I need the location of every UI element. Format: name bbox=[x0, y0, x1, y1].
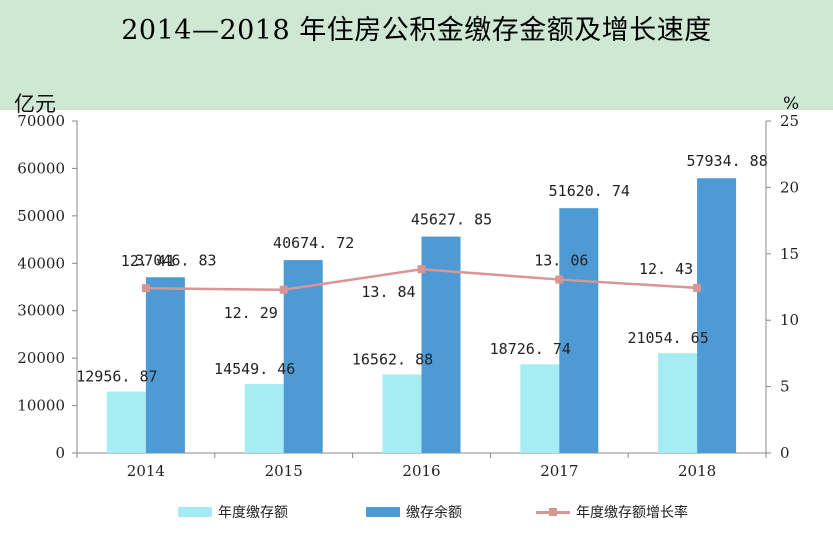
legend: 年度缴存额 缴存余额 年度缴存额增长率 bbox=[0, 500, 833, 524]
legend-item-growth-rate: 年度缴存额增长率 bbox=[536, 502, 688, 522]
title-band bbox=[0, 0, 833, 110]
bar-annual-deposit bbox=[106, 391, 146, 453]
left-axis-tick-label: 40000 bbox=[17, 254, 65, 272]
point-growth-rate bbox=[693, 283, 702, 292]
legend-swatch-growth-rate bbox=[536, 507, 570, 516]
right-axis-tick-label: 0 bbox=[780, 444, 790, 462]
data-label-growth-rate: 13. 06 bbox=[534, 252, 588, 270]
left-axis-tick-label: 60000 bbox=[17, 159, 65, 177]
bar-annual-deposit bbox=[520, 364, 560, 453]
legend-item-annual-deposit: 年度缴存额 bbox=[178, 502, 288, 522]
x-axis-tick-label: 2016 bbox=[402, 462, 440, 480]
legend-swatch-deposit-balance bbox=[366, 507, 400, 517]
left-axis-unit: 亿元 bbox=[14, 92, 56, 116]
left-axis-tick-label: 70000 bbox=[17, 112, 65, 130]
legend-label-growth-rate: 年度缴存额增长率 bbox=[576, 505, 688, 521]
bar-deposit-balance bbox=[559, 208, 599, 453]
x-axis-tick-label: 2018 bbox=[678, 462, 716, 480]
data-label-deposit-balance: 57934. 88 bbox=[686, 152, 767, 170]
data-label-growth-rate: 13. 84 bbox=[361, 283, 415, 301]
data-label-annual-deposit: 14549. 46 bbox=[214, 360, 295, 378]
right-axis-tick-label: 20 bbox=[780, 178, 799, 196]
point-growth-rate bbox=[141, 284, 150, 293]
right-axis-tick-label: 15 bbox=[780, 245, 799, 263]
x-axis-tick-label: 2015 bbox=[265, 462, 303, 480]
right-axis-tick-label: 10 bbox=[780, 311, 799, 329]
legend-label-deposit-balance: 缴存余额 bbox=[406, 505, 462, 521]
x-axis-tick-label: 2014 bbox=[127, 462, 165, 480]
right-axis-unit: % bbox=[783, 94, 800, 114]
legend-item-deposit-balance: 缴存余额 bbox=[366, 502, 462, 522]
data-label-growth-rate: 12. 43 bbox=[639, 260, 693, 278]
data-label-annual-deposit: 16562. 88 bbox=[352, 350, 433, 368]
bar-annual-deposit bbox=[658, 353, 698, 453]
chart-title: 2014—2018 年住房公积金缴存金额及增长速度 bbox=[121, 15, 712, 46]
legend-swatch-annual-deposit bbox=[178, 507, 212, 517]
x-axis-tick-label: 2017 bbox=[540, 462, 578, 480]
data-label-annual-deposit: 21054. 65 bbox=[627, 329, 708, 347]
bar-annual-deposit bbox=[244, 383, 284, 453]
right-axis-tick-label: 5 bbox=[780, 378, 790, 396]
bar-deposit-balance bbox=[697, 178, 737, 453]
legend-label-annual-deposit: 年度缴存额 bbox=[218, 505, 288, 521]
data-label-deposit-balance: 37046. 83 bbox=[135, 251, 216, 269]
left-axis-tick-label: 0 bbox=[55, 444, 65, 462]
point-growth-rate bbox=[279, 285, 288, 294]
data-label-deposit-balance: 51620. 74 bbox=[549, 182, 630, 200]
right-axis-tick-label: 25 bbox=[780, 112, 799, 130]
left-axis-tick-label: 50000 bbox=[17, 207, 65, 225]
bar-deposit-balance bbox=[145, 277, 185, 453]
bar-deposit-balance bbox=[283, 260, 323, 453]
data-label-deposit-balance: 45627. 85 bbox=[411, 211, 492, 229]
point-growth-rate bbox=[555, 275, 564, 284]
point-growth-rate bbox=[417, 265, 426, 274]
left-axis-tick-label: 10000 bbox=[17, 397, 65, 415]
left-axis-tick-label: 20000 bbox=[17, 349, 65, 367]
left-axis-tick-label: 30000 bbox=[17, 302, 65, 320]
data-label-deposit-balance: 40674. 72 bbox=[273, 234, 354, 252]
legend-marker-growth-rate bbox=[549, 507, 557, 516]
data-label-growth-rate: 12. 41 bbox=[121, 252, 175, 270]
data-label-growth-rate: 12. 29 bbox=[224, 304, 278, 322]
bar-annual-deposit bbox=[382, 374, 422, 453]
data-label-annual-deposit: 18726. 74 bbox=[490, 340, 571, 358]
data-label-annual-deposit: 12956. 87 bbox=[76, 368, 157, 386]
